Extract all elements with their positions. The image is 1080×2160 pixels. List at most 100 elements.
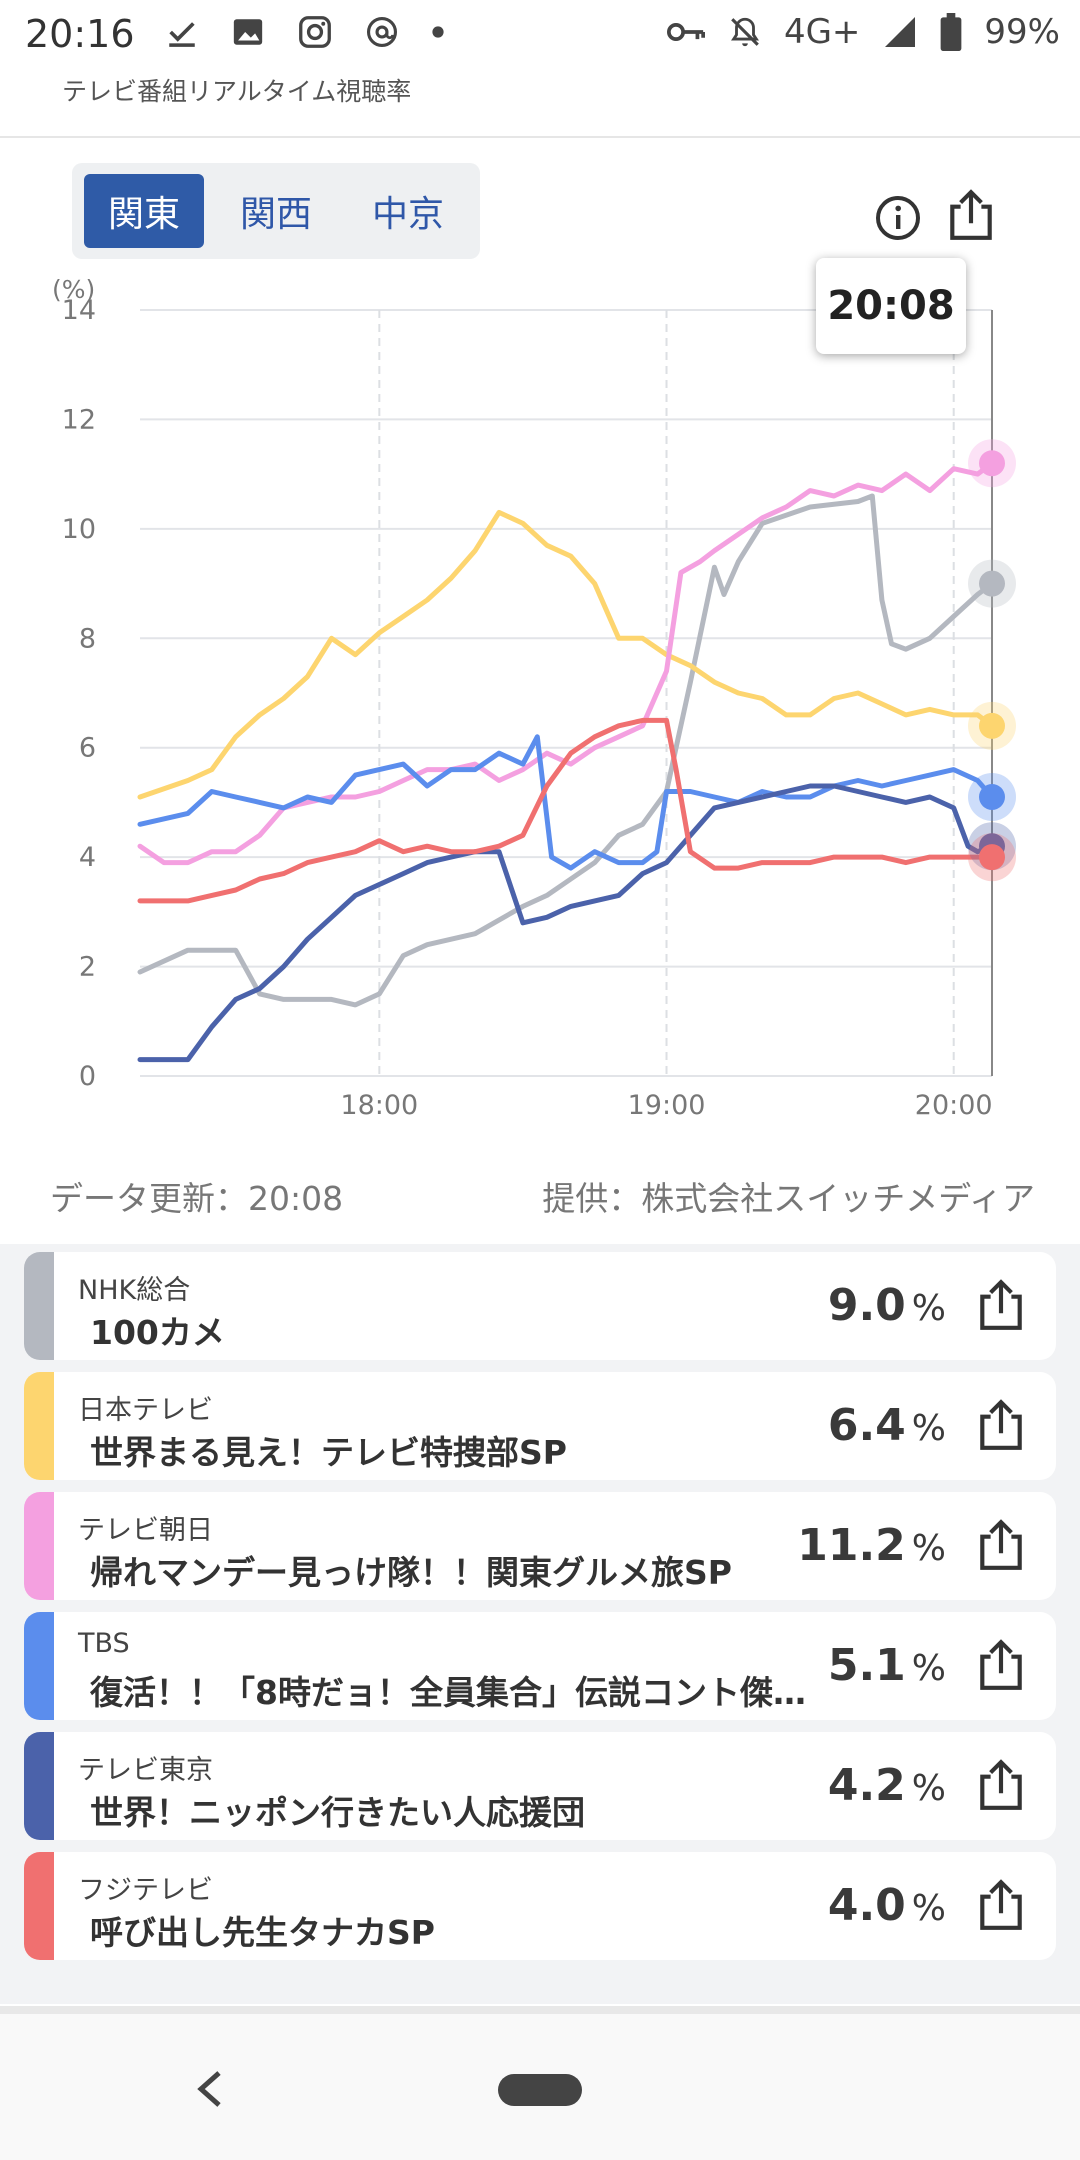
station-name: TBS: [78, 1628, 130, 1659]
program-card[interactable]: フジテレビ呼び出し先生タナカSP 4.0%: [24, 1852, 1056, 1960]
rating-number: 4.0: [827, 1880, 906, 1931]
y-tick-label: 10: [62, 514, 96, 545]
series-end-point: [979, 450, 1005, 477]
rating-chart[interactable]: (%) 0 2 4 6 8 10 12 14 18:00 19:00 20:00: [0, 270, 1080, 1150]
series-line: [137, 717, 995, 904]
rating-number: 9.0: [827, 1280, 906, 1331]
home-pill[interactable]: [498, 2074, 582, 2106]
data-provider: 提供：株式会社スイッチメディア: [542, 1179, 1035, 1218]
station-color-bar: [24, 1732, 54, 1840]
instagram-icon: [299, 16, 331, 48]
battery-level: 99%: [984, 12, 1060, 52]
rating-unit: %: [911, 1288, 946, 1329]
y-tick-label: 12: [62, 404, 96, 435]
share-icon[interactable]: [976, 1638, 1026, 1692]
station-name: 日本テレビ: [78, 1395, 213, 1426]
series-line: [137, 783, 995, 1063]
rating-number: 11.2: [797, 1520, 906, 1571]
threads-icon: [366, 16, 398, 48]
program-card[interactable]: テレビ朝日帰れマンデー見っけ隊！！関東グルメ旅SP 11.2%: [24, 1492, 1056, 1600]
notifications-off-icon: [730, 17, 759, 47]
rating-number: 4.2: [827, 1760, 906, 1811]
series-end-point: [979, 783, 1005, 810]
nav-divider: [0, 2006, 1080, 2014]
station-name: フジテレビ: [78, 1875, 213, 1906]
rating-number: 5.1: [827, 1640, 906, 1691]
station-color-bar: [24, 1852, 54, 1960]
rating-value: 9.0%: [828, 1280, 946, 1331]
chart-tooltip: 20:08: [816, 258, 966, 354]
rating-value: 5.1%: [828, 1640, 946, 1691]
program-title: 世界まる見え！テレビ特捜部SP: [90, 1433, 567, 1472]
tab-chukyo[interactable]: 中京: [371, 194, 444, 235]
station-name: テレビ朝日: [78, 1515, 213, 1546]
station-color-bar: [24, 1612, 54, 1720]
x-tick-label: 18:00: [340, 1090, 418, 1121]
share-icon[interactable]: [976, 1398, 1026, 1452]
y-axis-unit: (%): [52, 275, 95, 304]
series-line: [137, 493, 995, 1008]
navigation-bar: [0, 2014, 1080, 2160]
info-icon[interactable]: [874, 194, 922, 242]
x-tick-label: 19:00: [628, 1090, 706, 1121]
series-end-point: [979, 844, 1005, 871]
rating-value: 6.4%: [828, 1400, 946, 1451]
station-color-bar: [24, 1252, 54, 1360]
notification-icons: [165, 14, 445, 50]
x-tick-label: 20:00: [915, 1090, 993, 1121]
rating-unit: %: [911, 1888, 946, 1929]
more-dot-icon: [432, 26, 444, 38]
program-title: 100カメ: [90, 1313, 225, 1352]
y-tick-label: 6: [79, 733, 96, 764]
program-card[interactable]: NHK総合 100カメ 9.0%: [24, 1252, 1056, 1360]
app-subtitle: テレビ番組リアルタイム視聴率: [62, 77, 412, 106]
y-tick-label: 14: [62, 295, 96, 326]
y-tick-label: 4: [79, 842, 96, 873]
program-card[interactable]: TBS 復活！！「8時だョ！全員集合」伝説コント傑作選 5.1%: [24, 1612, 1056, 1720]
share-icon[interactable]: [976, 1278, 1026, 1332]
rating-unit: %: [911, 1528, 946, 1569]
program-title: 復活！！「8時だョ！全員集合」伝説コント傑作選: [90, 1673, 820, 1712]
series-line: [137, 509, 995, 800]
series-end-point: [979, 712, 1005, 739]
data-updated: データ更新：20:08: [50, 1179, 344, 1218]
program-card[interactable]: 日本テレビ世界まる見え！テレビ特捜部SP 6.4%: [24, 1372, 1056, 1480]
status-bar: 20:16 4G+ 99%: [0, 0, 1080, 72]
station-name: NHK総合: [78, 1275, 191, 1306]
region-tabs: 関東 関西 中京: [72, 163, 480, 259]
share-icon[interactable]: [976, 1758, 1026, 1812]
program-title: 世界！ニッポン行きたい人応援団: [90, 1793, 585, 1832]
rating-number: 6.4: [827, 1400, 906, 1451]
rating-value: 4.0%: [828, 1880, 946, 1931]
vpn-key-icon: [666, 23, 705, 41]
status-right: 4G+ 99%: [666, 12, 1060, 52]
series-end-point: [979, 570, 1005, 597]
series-line: [137, 734, 995, 871]
header-divider: [0, 136, 1080, 138]
status-time: 20:16: [25, 12, 135, 56]
program-title: 帰れマンデー見っけ隊！！関東グルメ旅SP: [90, 1553, 732, 1592]
tab-kanto[interactable]: 関東: [84, 174, 204, 248]
y-tick-label: 8: [79, 623, 96, 654]
back-icon[interactable]: [195, 2069, 225, 2109]
download-done-icon: [169, 22, 195, 47]
battery-icon: [941, 13, 962, 51]
tab-kansai[interactable]: 関西: [239, 194, 312, 235]
program-card[interactable]: テレビ東京世界！ニッポン行きたい人応援団 4.2%: [24, 1732, 1056, 1840]
rating-value: 11.2%: [797, 1520, 946, 1571]
program-list: NHK総合 100カメ 9.0% 日本テレビ 世界まる見え！テレビ特捜部SP 6.4% テレ…: [0, 1244, 1080, 2004]
share-icon[interactable]: [976, 1518, 1026, 1572]
program-title: 呼び出し先生タナカSP: [90, 1913, 435, 1952]
y-tick-label: 0: [79, 1061, 96, 1092]
share-icon[interactable]: [946, 188, 996, 242]
station-color-bar: [24, 1492, 54, 1600]
rating-value: 4.2%: [828, 1760, 946, 1811]
station-name: テレビ東京: [78, 1755, 213, 1786]
image-icon: [233, 19, 263, 45]
rating-unit: %: [911, 1648, 946, 1689]
rating-unit: %: [911, 1408, 946, 1449]
y-tick-label: 2: [79, 952, 96, 983]
station-color-bar: [24, 1372, 54, 1480]
share-icon[interactable]: [976, 1878, 1026, 1932]
